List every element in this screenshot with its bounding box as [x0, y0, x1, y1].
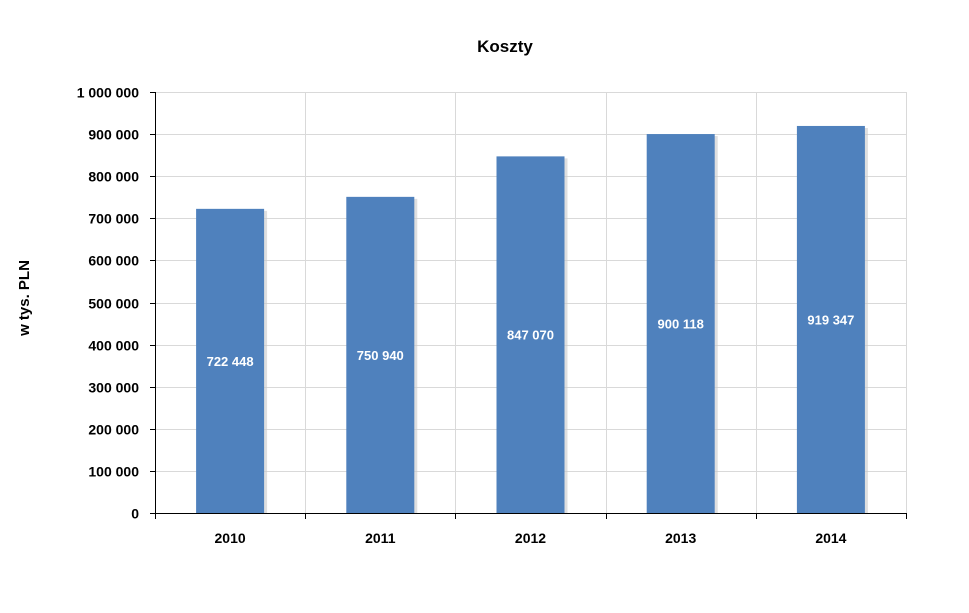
- bar-2012: [496, 156, 565, 513]
- y-tick-label: 400 000: [88, 338, 139, 354]
- y-tick-label: 300 000: [88, 380, 139, 396]
- x-tick-label-2010: 2010: [215, 530, 246, 546]
- bar-2013: [646, 134, 715, 513]
- y-tick-label: 900 000: [88, 127, 139, 143]
- axes: [150, 92, 907, 519]
- x-tick-label-2012: 2012: [515, 530, 546, 546]
- bars: [196, 125, 868, 514]
- labels: 722 448 750 940 847 070 900 118 919 347 0 100 …: [77, 85, 855, 547]
- y-tick-label: 700 000: [88, 211, 139, 227]
- data-label-2014: 919 347: [807, 312, 854, 327]
- bar-2010: [196, 208, 265, 513]
- y-tick-label: 0: [131, 506, 139, 522]
- data-label-2012: 847 070: [507, 328, 554, 343]
- y-tick-label: 500 000: [88, 296, 139, 312]
- bar-2011: [346, 196, 415, 514]
- data-label-2011: 750 940: [357, 348, 404, 363]
- data-label-2010: 722 448: [207, 354, 254, 369]
- y-tick-label: 800 000: [88, 169, 139, 185]
- x-tick-label-2011: 2011: [365, 530, 396, 546]
- y-tick-label: 200 000: [88, 422, 139, 438]
- y-tick-label: 100 000: [88, 464, 139, 480]
- x-tick-label-2014: 2014: [815, 530, 846, 546]
- y-tick-label: 600 000: [88, 253, 139, 269]
- y-axis-label: w tys. PLN: [16, 260, 33, 337]
- chart-title: Koszty: [477, 37, 533, 56]
- x-tick-label-2013: 2013: [665, 530, 696, 546]
- data-label-2013: 900 118: [658, 317, 704, 332]
- bar-2014: [796, 125, 865, 514]
- y-tick-label: 1 000 000: [77, 85, 139, 101]
